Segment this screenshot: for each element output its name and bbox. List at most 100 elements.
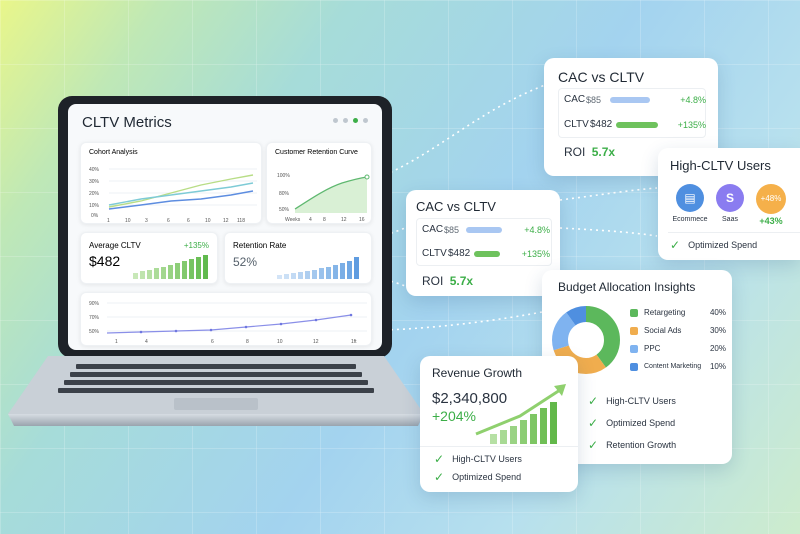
retention-rate-label: Retention Rate xyxy=(233,241,287,250)
revenue-growth-card[interactable]: Revenue Growth $2,340,800 +204% ✓ High-CL… xyxy=(420,356,578,492)
legend-name: Social Ads xyxy=(644,326,682,335)
donut-slice-content-marketing xyxy=(552,306,620,374)
saas-icon: S xyxy=(716,184,744,212)
roi-row: ROI 5.7x xyxy=(564,145,615,159)
cac-label: CAC xyxy=(564,94,586,105)
cohort-ytick: 0% xyxy=(91,213,99,219)
cltv-change: +135% xyxy=(677,119,706,130)
budget-legend-item: Content Marketing 10% xyxy=(630,362,726,371)
cac-value: $85 xyxy=(586,94,602,105)
trend-ytick: 50% xyxy=(89,329,100,335)
check-icon: ✓ xyxy=(434,470,445,484)
cltv-bar xyxy=(616,121,658,128)
cac-card-top-title: CAC vs CLTV xyxy=(558,69,645,85)
budget-title: Budget Allocation Insights xyxy=(558,280,696,294)
budget-check-item: ✓ High-CLTV Users xyxy=(588,394,676,408)
retention-rate-panel[interactable]: Retention Rate 52% xyxy=(224,232,372,284)
cltv-change: +135% xyxy=(521,248,550,259)
cohort-xtick: 1 xyxy=(107,218,110,224)
budget-legend-item: Retargeting 40% xyxy=(630,308,726,317)
budget-donut-chart xyxy=(552,306,620,374)
budget-legend-item: Social Ads 30% xyxy=(630,326,726,335)
check-icon: ✓ xyxy=(588,394,599,408)
cohort-ytick: 40% xyxy=(89,167,100,173)
ecommerce-icon: ▤ xyxy=(676,184,704,212)
cohort-xtick: 12 xyxy=(223,218,229,224)
cltv-label: CLTV xyxy=(422,248,447,259)
cltv-value: $482 xyxy=(590,119,613,130)
trend-ytick: 90% xyxy=(89,301,100,307)
segment-saas[interactable]: S Saas xyxy=(714,184,746,223)
cohort-xtick: 6 xyxy=(187,218,190,224)
cohort-xtick: 118 xyxy=(237,218,245,224)
trend-panel[interactable]: 90% 70% 50% 1 4 6 8 10 12 1ft xyxy=(80,292,372,346)
cac-label: CAC xyxy=(422,224,444,235)
retention-ytick: 50% xyxy=(279,207,290,213)
growth-arrow-icon xyxy=(475,388,561,436)
revenue-change: +204% xyxy=(432,408,476,424)
cohort-y-ticks: 40% 30% 20% 10% 0% xyxy=(89,167,100,219)
check-icon: ✓ xyxy=(588,438,599,452)
retention-curve-panel[interactable]: Customer Retention Curve 100% 80% 50% We… xyxy=(266,142,372,224)
legend-swatch xyxy=(630,362,638,371)
budget-legend-item: PPC 20% xyxy=(630,344,726,353)
roi-label: ROI xyxy=(564,145,586,159)
check-icon: ✓ xyxy=(670,238,681,252)
segment-growth[interactable]: +48% +43% xyxy=(754,184,788,226)
cohort-ytick: 20% xyxy=(89,191,100,197)
high-cltv-divider xyxy=(668,232,800,233)
cohort-xtick: 6 xyxy=(167,218,170,224)
check-label: High-CLTV Users xyxy=(452,454,522,464)
check-label: Optimized Spend xyxy=(606,418,676,428)
legend-swatch xyxy=(630,344,638,353)
retention-line xyxy=(294,176,368,210)
segment-label: Saas xyxy=(722,216,738,223)
revenue-check-item: ✓ High-CLTV Users xyxy=(434,452,522,466)
budget-check-item: ✓ Retention Growth xyxy=(588,438,676,452)
check-icon: ✓ xyxy=(434,452,445,466)
revenue-check-item: ✓ Optimized Spend xyxy=(434,470,521,484)
cac-row: CAC $85 +4.8% xyxy=(564,94,706,105)
cltv-row: CLTV $482 +135% xyxy=(422,248,550,259)
revenue-value: $2,340,800 xyxy=(432,390,508,407)
check-icon: ✓ xyxy=(588,416,599,430)
cac-card-top-table xyxy=(558,88,706,138)
high-cltv-title: High-CLTV Users xyxy=(670,158,771,173)
window-dots xyxy=(333,118,368,123)
cohort-line-green xyxy=(108,174,254,208)
segment-ecommerce[interactable]: ▤ Ecommece xyxy=(672,184,708,223)
average-cltv-panel[interactable]: Average CLTV +135% $482 xyxy=(80,232,218,284)
retention-curve-title: Customer Retention Curve xyxy=(275,149,358,156)
legend-name: Content Marketing xyxy=(644,363,702,370)
legend-name: PPC xyxy=(644,344,661,353)
dashboard-screen: CLTV Metrics Cohort Analysis 40% 30% 20%… xyxy=(68,104,382,350)
cac-vs-cltv-card-mid[interactable]: CAC vs CLTV CAC $85 +4.8% CLTV $482 +135… xyxy=(406,190,560,296)
donut-slice-social-ads xyxy=(552,306,620,374)
avg-cltv-change: +135% xyxy=(183,241,209,250)
cac-row: CAC $85 +4.8% xyxy=(422,224,550,235)
retention-xtick: 8 xyxy=(323,217,326,223)
check-label: Retention Growth xyxy=(606,440,677,450)
growth-badge: +48% xyxy=(756,184,786,214)
high-cltv-users-card[interactable]: High-CLTV Users ▤ Ecommece S Saas +48% +… xyxy=(658,148,800,260)
check-label: Optimized Spend xyxy=(452,472,522,482)
budget-allocation-card[interactable]: Budget Allocation Insights Retargeting 4… xyxy=(542,270,732,464)
cltv-value: $482 xyxy=(448,248,471,259)
cltv-row: CLTV $482 +135% xyxy=(564,119,706,130)
budget-legend: Retargeting 40% Social Ads 30% PPC 20% C… xyxy=(630,308,726,371)
cohort-analysis-panel[interactable]: Cohort Analysis 40% 30% 20% 10% 0% 1 10 … xyxy=(80,142,262,224)
retention-area xyxy=(295,177,367,213)
legend-pct: 30% xyxy=(709,326,726,335)
trend-xtick: 10 xyxy=(277,339,283,345)
avg-cltv-bars xyxy=(133,255,208,279)
budget-checks: ✓ High-CLTV Users ✓ Optimized Spend ✓ Reten… xyxy=(588,394,676,452)
retention-end-point xyxy=(364,174,370,180)
check-label: Optimized Spend xyxy=(688,240,758,250)
cac-card-mid-title: CAC vs CLTV xyxy=(416,199,496,214)
donut-slice-ppc xyxy=(552,306,620,374)
trend-xtick: 4 xyxy=(145,339,148,345)
cac-change: +4.8% xyxy=(524,224,550,235)
cac-bar xyxy=(610,96,650,103)
cac-change: +4.8% xyxy=(680,94,706,105)
